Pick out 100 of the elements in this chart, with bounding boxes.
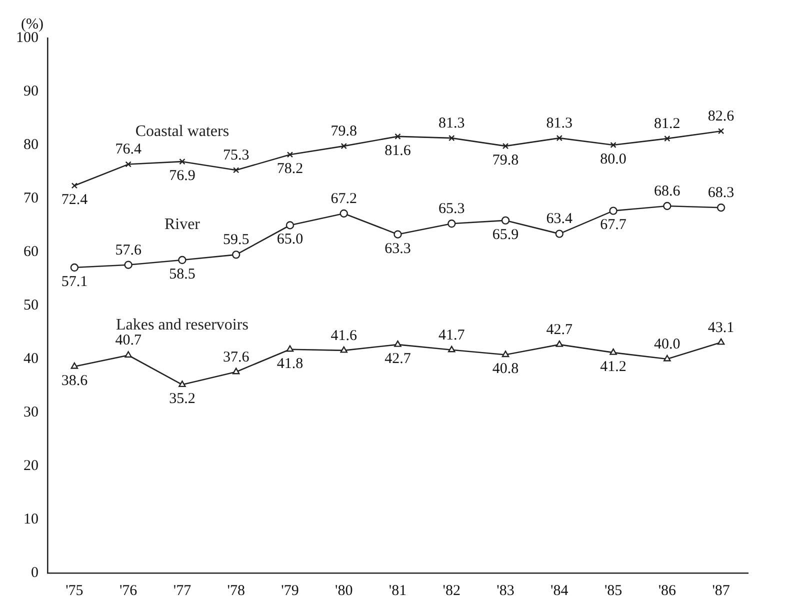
data-label: 76.9: [169, 168, 196, 184]
data-label: 79.8: [492, 152, 519, 169]
data-label: 81.2: [654, 116, 680, 132]
y-tick-label: 20: [24, 458, 38, 474]
data-label: 58.5: [169, 266, 196, 282]
x-tick-label: '78: [227, 582, 245, 599]
point: [394, 230, 402, 238]
point: [394, 133, 401, 140]
data-label: 81.3: [438, 115, 465, 132]
x-tick-label: '80: [335, 582, 353, 599]
point: [664, 354, 671, 362]
point: [71, 182, 78, 189]
x-tick-label: '86: [658, 582, 677, 599]
x-tick-label: '83: [496, 582, 514, 599]
data-label: 41.2: [600, 359, 626, 376]
data-label: 38.6: [61, 372, 88, 389]
point: [340, 346, 348, 353]
data-label: 79.8: [330, 124, 357, 140]
y-tick-label: 80: [24, 136, 38, 153]
point: [718, 128, 724, 134]
point: [501, 216, 510, 225]
point: [610, 142, 616, 148]
x-tick-label: '84: [550, 582, 569, 599]
data-label: 63.3: [384, 240, 411, 257]
data-label: 41.7: [438, 327, 466, 344]
point: [556, 340, 564, 347]
point: [555, 230, 564, 238]
point: [232, 368, 240, 374]
x-tick-label: '79: [281, 582, 299, 599]
data-label: 72.4: [61, 192, 88, 208]
data-label: 63.4: [546, 211, 574, 228]
data-label: 59.5: [222, 232, 250, 248]
data-label: 42.7: [546, 322, 574, 338]
point: [232, 250, 240, 259]
point: [340, 209, 348, 218]
point: [70, 263, 79, 272]
y-tick-label: 40: [24, 350, 38, 367]
data-label: 65.3: [438, 201, 465, 218]
point: [286, 221, 294, 230]
data-label: 65.0: [276, 232, 304, 248]
series-label: River: [164, 216, 201, 233]
series-label: Coastal waters: [135, 122, 230, 140]
x-tick-label: '85: [604, 582, 622, 599]
point: [124, 351, 132, 358]
point: [663, 202, 672, 210]
y-tick-label: 90: [24, 83, 38, 100]
data-label: 82.6: [708, 108, 735, 125]
data-label: 76.4: [115, 142, 142, 158]
data-label: 75.3: [222, 148, 250, 164]
point: [233, 167, 240, 174]
data-label: 40.8: [492, 361, 519, 378]
point: [286, 152, 294, 158]
data-label: 40.0: [654, 336, 680, 352]
point: [286, 345, 294, 352]
y-tick-label: 0: [31, 564, 38, 581]
x-tick-label: '82: [442, 582, 460, 599]
y-axis-title: (%): [21, 16, 44, 32]
data-label: 41.6: [330, 328, 358, 344]
point: [448, 220, 456, 228]
point: [556, 134, 562, 142]
series-label: Lakes and reservoirs: [116, 316, 248, 334]
x-tick-label: '77: [173, 582, 192, 599]
y-tick-label: 70: [24, 190, 38, 206]
data-label: 41.8: [276, 356, 304, 372]
y-tick-label: 100: [16, 30, 38, 46]
x-tick-label: '76: [119, 582, 138, 599]
point: [340, 142, 347, 150]
data-label: 68.6: [654, 183, 681, 200]
point: [717, 338, 725, 345]
y-tick-label: 30: [24, 404, 38, 420]
data-label: 40.7: [115, 332, 142, 349]
x-tick-label: '81: [388, 582, 407, 599]
data-label: 65.9: [492, 226, 519, 243]
data-label: 67.2: [330, 190, 357, 207]
data-label: 67.7: [600, 217, 627, 234]
point: [664, 136, 670, 142]
y-tick-label: 50: [24, 297, 38, 314]
point: [610, 348, 617, 355]
data-label: 57.6: [115, 242, 142, 258]
point: [178, 256, 186, 264]
point: [70, 362, 78, 369]
data-label: 81.3: [546, 115, 573, 132]
point: [716, 203, 726, 212]
point: [448, 346, 456, 352]
point: [448, 134, 455, 142]
data-label: 42.7: [384, 350, 412, 367]
point: [125, 161, 132, 168]
y-tick-label: 60: [24, 244, 38, 260]
data-label: 78.2: [276, 161, 304, 178]
data-label: 35.2: [169, 391, 196, 408]
data-label: 80.0: [600, 151, 626, 168]
point: [124, 260, 132, 269]
point: [179, 158, 186, 165]
data-label: 37.6: [222, 349, 250, 366]
point: [502, 142, 509, 150]
data-label: 43.1: [708, 320, 734, 336]
point: [502, 350, 510, 358]
y-tick-label: 10: [24, 511, 38, 528]
point: [609, 206, 618, 215]
point: [394, 340, 402, 347]
